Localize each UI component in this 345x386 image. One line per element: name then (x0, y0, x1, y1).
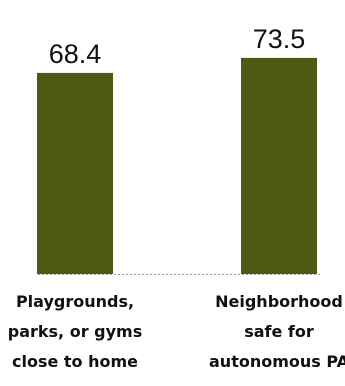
bar-1 (37, 72, 113, 275)
category-label-line: safe for (244, 322, 314, 341)
bar-2 (241, 57, 317, 274)
category-label-line: close to home (12, 352, 138, 371)
category-label-2: Neighborhood safe for autonomous PA (209, 292, 345, 371)
bars (37, 57, 317, 275)
category-label-1: Playgrounds, parks, or gyms close to home (8, 292, 142, 371)
category-label-line: parks, or gyms (8, 322, 142, 341)
category-label-line: autonomous PA (209, 352, 345, 371)
category-labels: Playgrounds, parks, or gyms close to home N… (8, 292, 345, 371)
value-label-2: 73.5 (253, 24, 306, 54)
category-label-line: Neighborhood (215, 292, 343, 311)
value-labels: 68.4 73.5 (49, 24, 306, 69)
value-label-1: 68.4 (49, 39, 102, 69)
category-label-line: Playgrounds, (16, 292, 134, 311)
